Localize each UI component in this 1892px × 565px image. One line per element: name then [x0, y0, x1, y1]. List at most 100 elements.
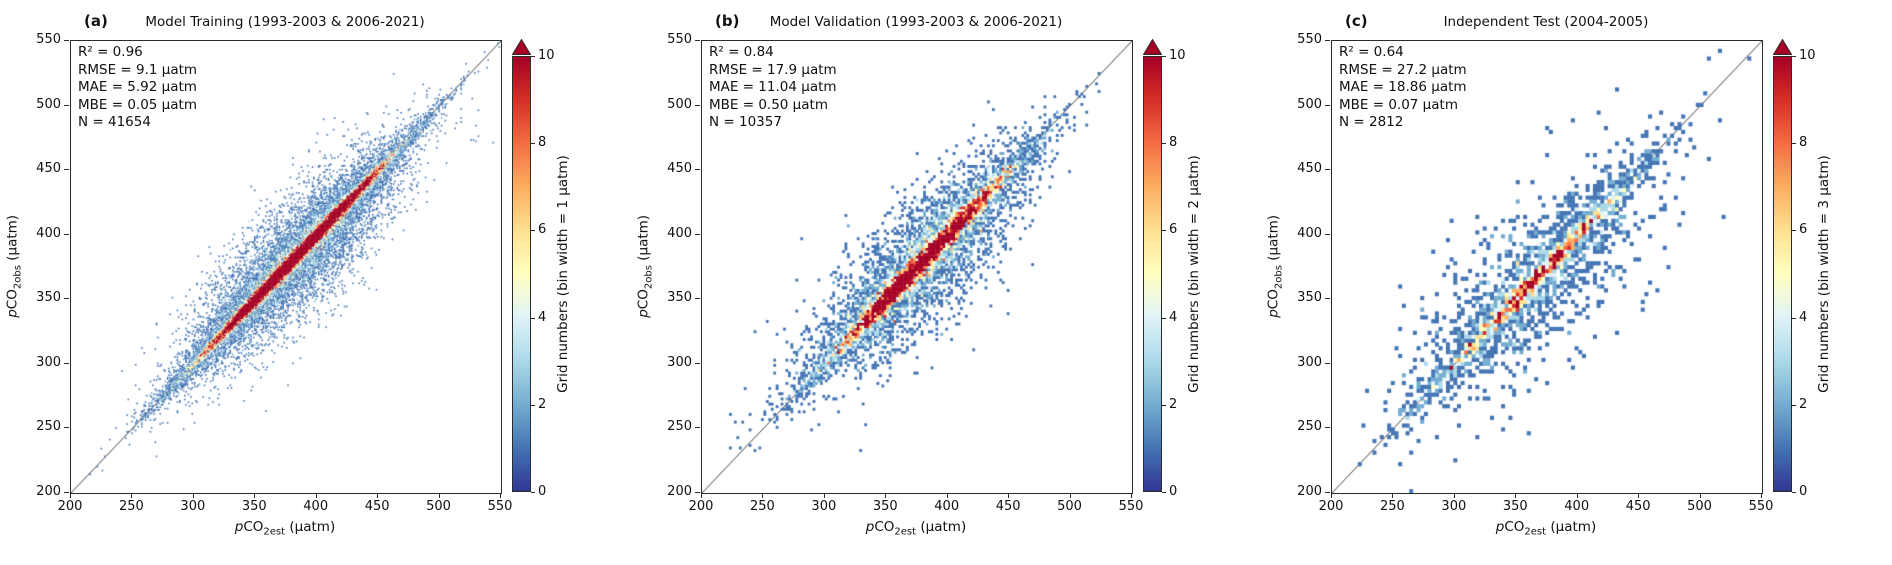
y-tick-label: 250	[36, 419, 61, 435]
y-tick-label: 350	[667, 290, 692, 306]
colorbar-tick-label: 2	[1799, 396, 1808, 412]
x-axis-label: pCO2est (μatm)	[70, 519, 500, 538]
colorbar-tick-mark	[531, 317, 535, 319]
xlabel-p: p	[234, 519, 244, 535]
x-tick-label: 500	[1687, 499, 1712, 514]
colorbar-tick-label: 6	[1169, 222, 1178, 238]
colorbar-tick-label: 4	[538, 309, 547, 325]
panel-title-c: Independent Test (2004-2005)	[1443, 14, 1649, 30]
xlabel-unit: (μatm)	[916, 519, 967, 535]
stat-mae: MAE = 11.04 μatm	[709, 79, 837, 95]
panel-label-a: (a)	[84, 12, 108, 30]
colorbar-tick-mark	[1162, 230, 1166, 232]
x-tick-mark	[762, 493, 764, 498]
x-tick-label: 200	[57, 499, 83, 514]
x-tick-label: 250	[750, 499, 775, 514]
x-tick-label: 350	[872, 499, 898, 514]
ylabel-p: p	[1265, 309, 1282, 318]
y-tick-label: 350	[36, 290, 61, 306]
y-tick-mark	[695, 298, 700, 300]
x-tick-mark	[1131, 493, 1132, 498]
y-tick-label: 500	[1297, 96, 1322, 112]
y-tick-label: 250	[667, 419, 692, 435]
y-tick-mark	[695, 169, 700, 171]
colorbar-label: Grid numbers (bin width = 3 μatm)	[1816, 155, 1832, 393]
colorbar-tick-mark	[531, 404, 535, 406]
y-tick-mark	[695, 104, 700, 106]
ylabel-unit: (μatm)	[635, 214, 652, 266]
colorbar-tick-mark	[1792, 56, 1796, 57]
colorbar-tick-label: 6	[1799, 222, 1808, 238]
colorbar-tick-mark	[1792, 317, 1796, 319]
xlabel-main: CO	[874, 519, 895, 535]
x-tick-mark	[377, 493, 379, 498]
x-tick-label: 200	[1318, 499, 1344, 514]
x-tick-mark	[701, 493, 702, 498]
colorbar-tick-mark	[531, 492, 535, 493]
y-tick-label: 300	[1297, 354, 1322, 370]
colorbar-arrow-icon	[1773, 39, 1792, 55]
scatter-canvas-c	[1332, 41, 1762, 493]
y-tick-label: 400	[667, 225, 692, 241]
colorbar-tick-label: 10	[1169, 48, 1186, 63]
y-tick-mark	[695, 233, 700, 235]
y-tick-mark	[695, 492, 700, 493]
y-tick-mark	[64, 233, 69, 235]
colorbar-tick-mark	[1162, 404, 1166, 406]
y-tick-label: 300	[667, 354, 692, 370]
y-tick-mark	[1325, 492, 1330, 493]
x-tick-label: 350	[1502, 499, 1528, 514]
x-tick-label: 350	[241, 499, 267, 514]
x-tick-label: 400	[303, 499, 329, 514]
x-tick-label: 200	[688, 499, 714, 514]
colorbar-tick-label: 10	[1799, 48, 1816, 63]
x-tick-label: 500	[1057, 499, 1082, 514]
colorbar-label: Grid numbers (bin width = 1 μatm)	[555, 155, 571, 393]
colorbar-tick-label: 4	[1169, 309, 1178, 325]
y-tick-mark	[695, 427, 700, 429]
x-tick-label: 250	[1380, 499, 1405, 514]
y-tick-mark	[1325, 427, 1330, 429]
colorbar-gradient	[1773, 56, 1792, 492]
stats-annotation-b: R² = 0.84 RMSE = 17.9 μatm MAE = 11.04 μ…	[709, 44, 837, 132]
x-tick-mark	[1453, 493, 1455, 498]
stat-rmse: RMSE = 9.1 μatm	[78, 61, 198, 78]
y-tick-mark	[1325, 169, 1330, 171]
colorbar-tick-label: 0	[1169, 484, 1178, 499]
y-tick-mark	[1325, 104, 1330, 106]
stats-annotation-a: R² = 0.96 RMSE = 9.1 μatm MAE = 5.92 μat…	[78, 44, 197, 132]
panel-title-b: Model Validation (1993-2003 & 2006-2021)	[769, 14, 1063, 30]
y-tick-mark	[1325, 233, 1330, 235]
colorbar-tick-mark	[531, 143, 535, 145]
x-tick-mark	[131, 493, 133, 498]
x-tick-label: 400	[934, 499, 960, 514]
x-tick-mark	[1638, 493, 1640, 498]
colorbar-tick-label: 8	[1799, 135, 1808, 151]
x-tick-label: 550	[487, 499, 513, 514]
x-tick-label: 550	[1748, 499, 1774, 514]
y-tick-label: 200	[1297, 484, 1322, 499]
colorbar-tick-label: 0	[538, 484, 547, 499]
ylabel-unit: (μatm)	[1265, 214, 1282, 266]
stat-r2: R² = 0.84	[709, 44, 774, 60]
y-tick-label: 450	[667, 161, 692, 177]
ylabel-main: CO	[4, 289, 21, 310]
x-tick-mark	[1699, 493, 1701, 498]
colorbar-tick-mark	[1792, 404, 1796, 406]
x-tick-mark	[438, 493, 440, 498]
colorbar-tick-label: 8	[538, 135, 547, 151]
panel-label-c: (c)	[1345, 12, 1368, 30]
y-tick-label: 550	[667, 32, 692, 47]
x-tick-mark	[946, 493, 948, 498]
ylabel-sub: 2obs	[643, 265, 655, 290]
xlabel-sub: 2est	[263, 526, 286, 538]
y-axis-label: pCO2obs (μatm)	[1266, 40, 1285, 492]
y-tick-label: 400	[36, 225, 61, 241]
y-tick-mark	[64, 298, 69, 300]
ylabel-main: CO	[635, 289, 652, 310]
y-tick-mark	[64, 40, 69, 41]
y-tick-label: 200	[667, 484, 692, 499]
xlabel-unit: (μatm)	[1546, 519, 1597, 535]
x-tick-label: 450	[364, 499, 390, 514]
